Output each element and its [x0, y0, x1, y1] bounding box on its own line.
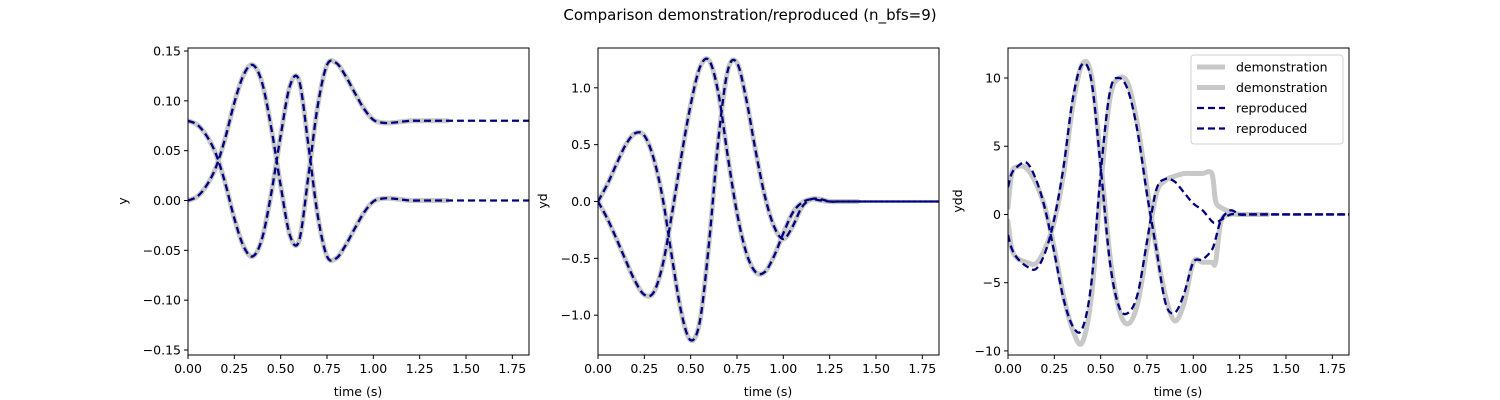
panel-y-xtick-label: 0.00 [174, 361, 202, 376]
panel-ydd-ytick-label: −5 [983, 275, 1001, 290]
panel-ydd-frame [1007, 47, 1350, 356]
panel-ydd-demonstration-line-2 [1008, 58, 1270, 327]
panel-y-reproduced-line-3 [188, 59, 529, 247]
panel-ydd-xtick-label: 0.75 [1133, 361, 1161, 376]
panel-ydd-ytick-label: 5 [993, 139, 1001, 154]
panel-y-xtick-label: 1.75 [498, 361, 526, 376]
panel-ydd-ytick-label: 0 [993, 207, 1001, 222]
legend-label-demonstration: demonstration [1236, 60, 1328, 75]
legend-label-demonstration: demonstration [1236, 80, 1328, 95]
panel-y-ytick-label: 0.10 [153, 93, 181, 108]
panel-yd-xtick-label: 1.00 [769, 361, 797, 376]
panel-y-reproduced-line-4 [188, 74, 529, 262]
panel-ydd-ylabel: ydd [950, 189, 965, 212]
panel-yd-xtick-label: 0.50 [677, 361, 705, 376]
legend-label-reproduced: reproduced [1236, 121, 1307, 136]
panel-ydd-ytick-label: 10 [985, 71, 1001, 86]
panel-yd-plot-area [598, 56, 939, 343]
panel-yd-xlabel: time (s) [744, 384, 792, 399]
panel-yd-xtick-label: 1.25 [816, 361, 844, 376]
panel-y-frame [187, 47, 530, 356]
panel-yd-ytick-label: 0.0 [571, 194, 591, 209]
panel-ydd-xtick-label: 1.75 [1318, 361, 1346, 376]
panel-ydd-xtick-label: 1.25 [1226, 361, 1254, 376]
panel-yd-xtick-label: 0.00 [584, 361, 612, 376]
panel-ydd-reproduced-line-4 [1008, 62, 1349, 316]
panel-y-xtick-label: 1.50 [452, 361, 480, 376]
panel-y-xtick-label: 0.75 [313, 361, 341, 376]
panel-y-ylabel: y [115, 197, 130, 205]
panel-y-xtick-label: 0.25 [220, 361, 248, 376]
panel-y-ytick-label: 0.00 [153, 193, 181, 208]
panel-yd-demonstration-line-2 [598, 56, 860, 299]
panel-yd-xtick-label: 0.25 [630, 361, 658, 376]
panel-yd-ytick-label: 1.0 [571, 80, 591, 95]
panel-y-ytick-label: −0.15 [143, 343, 181, 358]
panel-y-xtick-label: 1.00 [359, 361, 387, 376]
figure-title: Comparison demonstration/reproduced (n_b… [563, 6, 936, 25]
panel-yd-reproduced-line-3 [598, 58, 939, 342]
panel-y-ytick-label: 0.05 [153, 143, 181, 158]
panel-y-ytick-label: −0.10 [143, 293, 181, 308]
panel-ydd-xtick-label: 0.50 [1087, 361, 1115, 376]
panel-ydd-plot-area [1008, 58, 1349, 347]
panel-ydd-xtick-label: 1.50 [1272, 361, 1300, 376]
panel-y-plot-area [188, 58, 529, 264]
panel-yd-ylabel: yd [535, 193, 550, 208]
panel-y-xlabel: time (s) [334, 384, 382, 399]
panel-y-xtick-label: 0.50 [267, 361, 295, 376]
panel-yd: time (s) yd 0.00 0.25 0.50 0.75 1.00 1.25 1.50… [535, 47, 940, 399]
panel-ydd: time (s) ydd 0.00 0.25 0.50 0.75 1.00 1.25 1.5… [950, 47, 1350, 399]
panel-yd-ytick-label: −1.0 [561, 308, 591, 323]
panel-y-ytick-label: 0.15 [153, 43, 181, 58]
panel-yd-xtick-label: 1.50 [862, 361, 890, 376]
panel-yd-ytick-label: 0.5 [571, 137, 591, 152]
panel-y: time (s) y 0.00 0.25 0.50 0.75 1.00 1.25 1.50 1… [115, 43, 530, 399]
legend-box [1190, 54, 1344, 145]
panel-ydd-ytick-label: −10 [975, 343, 1001, 358]
legend: demonstration demonstration reproduced repr… [1190, 54, 1344, 145]
panel-y-ytick-label: −0.05 [143, 243, 181, 258]
panel-ydd-xtick-label: 0.25 [1040, 361, 1068, 376]
panel-y-xtick-label: 1.25 [406, 361, 434, 376]
panel-yd-xtick-label: 0.75 [723, 361, 751, 376]
legend-label-reproduced: reproduced [1236, 101, 1307, 116]
panel-ydd-xtick-label: 1.00 [1179, 361, 1207, 376]
panel-ydd-xtick-label: 0.00 [994, 361, 1022, 376]
panel-yd-ytick-label: −0.5 [561, 251, 591, 266]
panel-ydd-xlabel: time (s) [1154, 384, 1202, 399]
panel-yd-xtick-label: 1.75 [908, 361, 936, 376]
panel-yd-reproduced-line-4 [598, 57, 939, 298]
